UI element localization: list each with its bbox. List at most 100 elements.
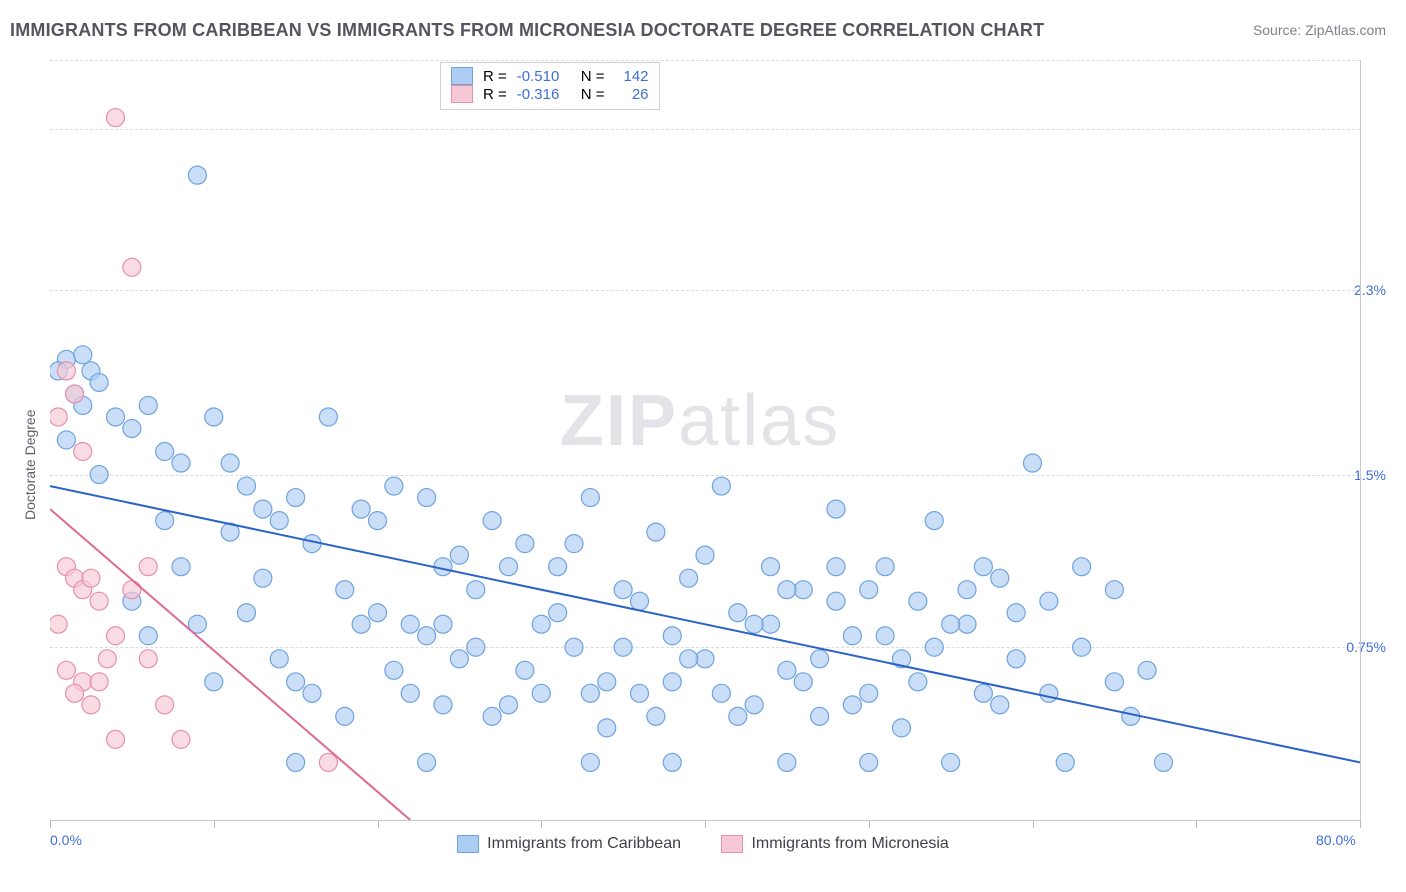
data-point xyxy=(90,466,108,484)
data-point xyxy=(57,431,75,449)
legend-item-micronesia: Immigrants from Micronesia xyxy=(721,835,948,853)
data-point xyxy=(778,661,796,679)
data-point xyxy=(827,558,845,576)
data-point xyxy=(270,512,288,530)
data-point xyxy=(238,477,256,495)
R-label: R = xyxy=(483,68,507,85)
data-point xyxy=(974,558,992,576)
swatch-caribbean xyxy=(451,67,473,85)
data-point xyxy=(549,558,567,576)
N-label: N = xyxy=(581,86,605,103)
data-point xyxy=(369,604,387,622)
chart-container: IMMIGRANTS FROM CARIBBEAN VS IMMIGRANTS … xyxy=(0,0,1406,892)
data-point xyxy=(82,569,100,587)
data-point xyxy=(745,696,763,714)
data-point xyxy=(123,258,141,276)
data-point xyxy=(385,477,403,495)
x-tick-mark xyxy=(214,820,215,828)
data-point xyxy=(696,650,714,668)
data-point xyxy=(532,684,550,702)
R-label: R = xyxy=(483,86,507,103)
data-point xyxy=(254,569,272,587)
data-point xyxy=(762,615,780,633)
data-point xyxy=(827,592,845,610)
data-point xyxy=(991,569,1009,587)
data-point xyxy=(762,558,780,576)
data-point xyxy=(172,454,190,472)
data-point xyxy=(205,673,223,691)
data-point xyxy=(565,535,583,553)
data-point xyxy=(336,581,354,599)
scatter-plot-svg xyxy=(50,60,1360,820)
data-point xyxy=(876,627,894,645)
data-point xyxy=(860,581,878,599)
data-point xyxy=(418,753,436,771)
x-tick-mark xyxy=(1033,820,1034,828)
data-point xyxy=(90,673,108,691)
data-point xyxy=(794,673,812,691)
data-point xyxy=(467,581,485,599)
data-point xyxy=(172,730,190,748)
data-point xyxy=(336,707,354,725)
data-point xyxy=(90,592,108,610)
data-point xyxy=(500,696,518,714)
data-point xyxy=(696,546,714,564)
data-point xyxy=(958,581,976,599)
data-point xyxy=(74,443,92,461)
data-point xyxy=(876,558,894,576)
data-point xyxy=(401,684,419,702)
source-link[interactable]: ZipAtlas.com xyxy=(1305,22,1386,38)
data-point xyxy=(974,684,992,702)
legend-row-micronesia: R = -0.316 N = 26 xyxy=(451,85,649,103)
data-point xyxy=(188,166,206,184)
y-axis-label: Doctorate Degree xyxy=(22,409,38,520)
data-point xyxy=(50,408,67,426)
data-point xyxy=(139,396,157,414)
data-point xyxy=(500,558,518,576)
data-point xyxy=(156,512,174,530)
data-point xyxy=(598,673,616,691)
data-point xyxy=(50,615,67,633)
R-value-caribbean: -0.510 xyxy=(517,68,571,85)
data-point xyxy=(270,650,288,668)
legend-row-caribbean: R = -0.510 N = 142 xyxy=(451,67,649,85)
data-point xyxy=(1073,558,1091,576)
data-point xyxy=(581,489,599,507)
data-point xyxy=(90,373,108,391)
data-point xyxy=(614,581,632,599)
data-point xyxy=(418,627,436,645)
data-point xyxy=(516,535,534,553)
data-point xyxy=(1040,592,1058,610)
data-point xyxy=(369,512,387,530)
data-point xyxy=(107,109,125,127)
data-point xyxy=(680,569,698,587)
data-point xyxy=(1138,661,1156,679)
data-point xyxy=(66,385,84,403)
data-point xyxy=(139,650,157,668)
data-point xyxy=(909,673,927,691)
data-point xyxy=(549,604,567,622)
data-point xyxy=(1105,581,1123,599)
data-point xyxy=(843,696,861,714)
x-tick-mark xyxy=(378,820,379,828)
data-point xyxy=(909,592,927,610)
data-point xyxy=(532,615,550,633)
data-point xyxy=(893,719,911,737)
series-name-caribbean: Immigrants from Caribbean xyxy=(487,835,681,853)
data-point xyxy=(483,512,501,530)
data-point xyxy=(287,753,305,771)
data-point xyxy=(385,661,403,679)
data-point xyxy=(467,638,485,656)
legend-item-caribbean: Immigrants from Caribbean xyxy=(457,835,681,853)
data-point xyxy=(66,684,84,702)
data-point xyxy=(401,615,419,633)
x-tick-mark xyxy=(541,820,542,828)
data-point xyxy=(107,408,125,426)
data-point xyxy=(663,673,681,691)
data-point xyxy=(450,546,468,564)
data-point xyxy=(647,523,665,541)
data-point xyxy=(942,615,960,633)
data-point xyxy=(1007,604,1025,622)
chart-title: IMMIGRANTS FROM CARIBBEAN VS IMMIGRANTS … xyxy=(10,20,1044,41)
data-point xyxy=(319,408,337,426)
